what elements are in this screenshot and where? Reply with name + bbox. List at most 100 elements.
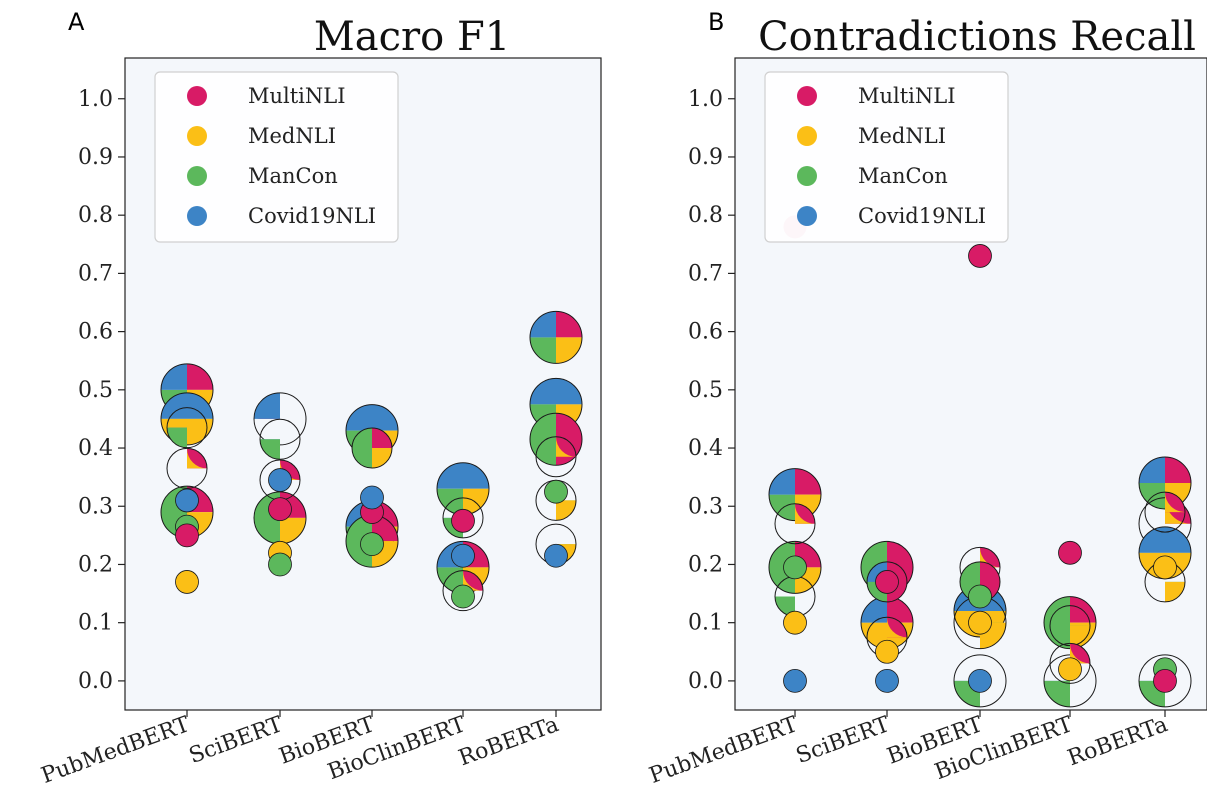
data-point-bioclinbert-30 xyxy=(451,584,475,609)
data-point-scibert-13-mednli-slice xyxy=(875,639,899,664)
data-point-roberta-33-covid19nli-slice xyxy=(1139,526,1191,553)
data-point-bioclinbert-25-mancon-slice xyxy=(1044,596,1070,649)
data-point-pubmedbert-3-outline xyxy=(166,447,208,489)
data-point-pubmedbert-2-mednli-slice xyxy=(795,503,815,524)
data-point-bioclinbert-27-outline xyxy=(1049,642,1091,684)
data-point-biobert-18-outline xyxy=(351,427,393,469)
data-point-bioclinbert-24-mednli-slice xyxy=(463,488,489,515)
data-point-pubmedbert-6-mednli-slice xyxy=(783,610,807,635)
data-point-scibert-12 xyxy=(268,468,292,492)
data-point-roberta-37-outline xyxy=(1138,654,1192,708)
data-point-roberta-34 xyxy=(1153,555,1177,580)
data-point-biobert-18-mancon-slice xyxy=(352,428,372,469)
data-point-roberta-32-mednli-slice xyxy=(1165,497,1191,524)
data-point-scibert-14 xyxy=(875,668,899,693)
y-tick-label-7: 0.7 xyxy=(688,261,723,286)
data-point-bioclinbert-26 xyxy=(451,508,475,533)
data-point-bioclinbert-24 xyxy=(436,462,490,516)
data-point-pubmedbert-1-covid19nli-slice xyxy=(769,468,795,495)
y-tick-label-2: 0.2 xyxy=(78,552,113,577)
data-point-biobert-22-mancon-slice xyxy=(346,515,372,568)
data-point-roberta-31-outline xyxy=(529,310,583,364)
data-point-biobert-23 xyxy=(968,668,992,693)
data-point-pubmedbert-4 xyxy=(783,555,807,580)
data-point-pubmedbert-1 xyxy=(768,468,822,522)
x-tick-label-pubmedbert: PubMedBERT xyxy=(38,712,193,789)
data-point-pubmedbert-5-covid19nli-slice xyxy=(175,488,199,513)
y-tick-label-7: 0.7 xyxy=(78,261,113,286)
data-point-biobert-20-covid19nli-slice xyxy=(360,485,384,510)
data-point-bioclinbert-25-multinli-slice xyxy=(1070,596,1096,623)
data-point-bioclinbert-26-multinli-slice xyxy=(451,508,475,533)
data-point-scibert-10-multinli-slice xyxy=(875,570,899,594)
data-point-scibert-10 xyxy=(875,570,899,594)
data-point-bioclinbert-29-outline xyxy=(442,570,484,612)
data-point-roberta-33-outline xyxy=(529,412,583,466)
data-point-bioclinbert-28-covid19nli-slice xyxy=(451,543,475,568)
legend-marker-mancon xyxy=(187,166,207,186)
legend-marker-mancon xyxy=(797,166,817,186)
legend-marker-multinli xyxy=(187,86,207,106)
legend-box xyxy=(154,71,399,243)
y-tick-label-10: 1.0 xyxy=(78,87,113,112)
y-tick-label-0: 0.0 xyxy=(688,669,723,694)
data-point-bioclinbert-30-mancon-slice xyxy=(451,584,475,609)
data-point-biobert-15 xyxy=(968,244,992,268)
data-point-bioclinbert-28 xyxy=(1058,657,1082,682)
data-point-bioclinbert-29-mednli-slice xyxy=(463,570,483,591)
data-point-pubmedbert-8-mednli-slice xyxy=(175,570,199,594)
data-point-bioclinbert-24 xyxy=(1058,540,1082,565)
data-point-scibert-10-outline xyxy=(259,418,301,460)
panel-letter-a: A xyxy=(68,8,85,36)
data-point-bioclinbert-28-mednli-slice xyxy=(1058,657,1082,682)
data-points xyxy=(160,310,583,612)
y-tick-label-0: 0.0 xyxy=(78,669,113,694)
data-point-roberta-34-mednli-slice xyxy=(556,436,576,457)
data-point-roberta-30-multinli-slice xyxy=(1165,456,1191,483)
data-point-scibert-14-covid19nli-slice xyxy=(875,668,899,693)
data-point-pubmedbert-1-mancon-slice xyxy=(769,494,795,521)
y-tick-label-5: 0.5 xyxy=(688,378,723,403)
data-point-roberta-34-mednli-slice xyxy=(1153,555,1177,580)
data-point-roberta-31-mancon-slice xyxy=(530,337,556,364)
data-point-roberta-32-covid19nli-slice xyxy=(530,378,582,405)
data-point-pubmedbert-4-mancon-slice xyxy=(783,555,807,580)
data-point-pubmedbert-7 xyxy=(783,668,807,693)
data-point-roberta-30-mancon-slice xyxy=(1139,482,1165,509)
data-point-pubmedbert-7-multinli-slice xyxy=(175,523,199,548)
data-point-biobert-23-mancon-slice xyxy=(360,532,384,556)
legend-marker-mednli xyxy=(797,126,817,146)
legend-label-covid19nli: Covid19NLI xyxy=(248,204,376,228)
legend-label-covid19nli: Covid19NLI xyxy=(858,204,986,228)
legend-label-multinli: MultiNLI xyxy=(858,84,956,108)
chart-title-contradictions-recall: Contradictions Recall xyxy=(758,14,1196,60)
y-tick-label-6: 0.6 xyxy=(688,320,723,345)
data-point-pubmedbert-3-outline xyxy=(768,540,822,594)
data-point-pubmedbert-2 xyxy=(774,503,816,545)
data-point-bioclinbert-29 xyxy=(442,570,484,612)
data-point-bioclinbert-27 xyxy=(1049,642,1091,684)
data-point-biobert-18-mednli-slice xyxy=(372,448,392,469)
data-point-pubmedbert-3-mancon-slice xyxy=(769,541,795,594)
legend-label-mancon: ManCon xyxy=(858,164,948,188)
data-point-scibert-12-covid19nli-slice xyxy=(268,468,292,492)
legend-marker-mednli xyxy=(187,126,207,146)
y-tick-label-9: 0.9 xyxy=(78,145,113,170)
data-point-roberta-31-multinli-slice xyxy=(556,311,582,338)
chart-macro-f1: 0.0 0.1 0.2 0.3 0.4 0.5 0.6 0.7 0.8 0.9 1.0 PubMedB… xyxy=(38,57,602,789)
data-point-scibert-9-covid19nli-slice xyxy=(254,392,280,419)
data-points xyxy=(768,215,1192,708)
y-tick-label-8: 0.8 xyxy=(688,203,723,228)
x-tick-label-roberta: RoBERTa xyxy=(1064,712,1171,771)
legend-marker-multinli xyxy=(797,86,817,106)
data-point-biobert-21-mednli-slice xyxy=(968,610,992,635)
y-tick-label-6: 0.6 xyxy=(78,320,113,345)
legend-box xyxy=(764,71,1009,243)
legend: MultiNLI MedNLI ManCon Covid19NLI xyxy=(764,71,1009,243)
legend-label-mancon: ManCon xyxy=(248,164,338,188)
y-tick-label-1: 0.1 xyxy=(78,611,113,636)
data-point-roberta-36-mancon-slice xyxy=(544,479,568,504)
data-point-scibert-13-mednli-slice xyxy=(280,517,306,544)
data-point-scibert-10 xyxy=(259,418,301,460)
